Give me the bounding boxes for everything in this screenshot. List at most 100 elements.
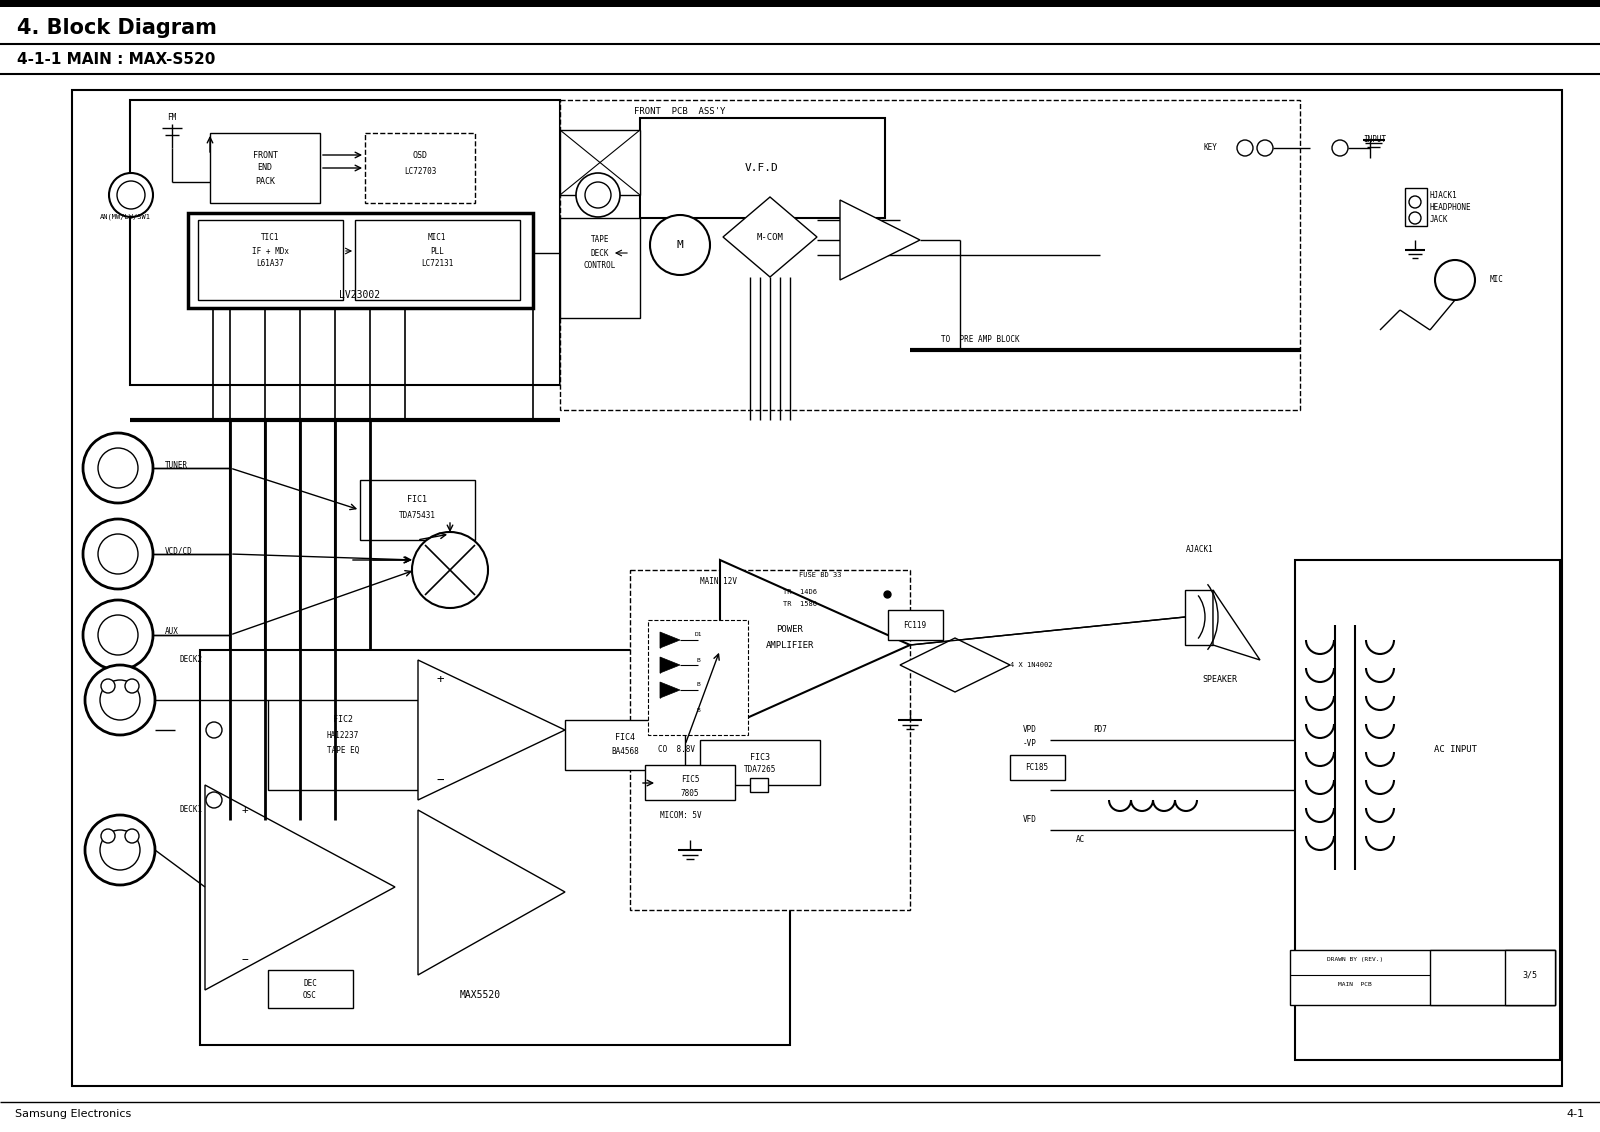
Text: DECK: DECK <box>590 249 610 257</box>
Circle shape <box>1410 212 1421 224</box>
Text: TAPE: TAPE <box>590 235 610 245</box>
Bar <box>269 700 418 790</box>
Text: END: END <box>258 163 272 172</box>
Text: MAIN 12V: MAIN 12V <box>701 577 738 586</box>
Bar <box>210 132 320 203</box>
Circle shape <box>576 173 621 217</box>
Bar <box>645 765 734 800</box>
Circle shape <box>117 181 146 209</box>
Polygon shape <box>840 200 920 280</box>
Text: AUX: AUX <box>165 627 179 636</box>
Circle shape <box>83 518 154 589</box>
Text: BA4568: BA4568 <box>611 747 638 756</box>
Text: MAX5520: MAX5520 <box>459 990 501 1000</box>
Bar <box>560 100 1299 410</box>
Text: AN(MW/LW/SW1: AN(MW/LW/SW1 <box>99 214 150 221</box>
Bar <box>365 132 475 203</box>
Text: FUSE BD 33: FUSE BD 33 <box>798 572 842 578</box>
Circle shape <box>125 679 139 693</box>
Bar <box>1506 950 1555 1005</box>
Bar <box>560 218 640 318</box>
Text: 4. Block Diagram: 4. Block Diagram <box>18 18 218 38</box>
Text: OSD: OSD <box>413 151 427 160</box>
Text: Samsung Electronics: Samsung Electronics <box>14 1109 131 1120</box>
Circle shape <box>125 829 139 843</box>
Text: -VP: -VP <box>1022 738 1037 747</box>
Text: TUNER: TUNER <box>165 461 189 470</box>
Text: IF + MDx: IF + MDx <box>251 247 288 256</box>
Bar <box>1405 188 1427 226</box>
Bar <box>630 571 910 910</box>
Polygon shape <box>1213 590 1261 660</box>
Text: MICOM: 5V: MICOM: 5V <box>661 811 702 820</box>
Text: 3/5: 3/5 <box>1523 970 1538 979</box>
Circle shape <box>99 680 141 720</box>
Text: 4-1-1 MAIN : MAX-S520: 4-1-1 MAIN : MAX-S520 <box>18 52 216 68</box>
Text: B: B <box>696 708 699 712</box>
Text: AC: AC <box>1075 835 1085 844</box>
Text: CO  8.8V: CO 8.8V <box>658 746 694 755</box>
Text: FRONT  PCB  ASS'Y: FRONT PCB ASS'Y <box>634 108 726 117</box>
Text: DECK1: DECK1 <box>179 806 203 815</box>
Text: FM: FM <box>168 113 176 122</box>
Text: MAIN  PCB: MAIN PCB <box>1338 983 1371 987</box>
Text: FRONT: FRONT <box>253 151 277 160</box>
Circle shape <box>85 664 155 735</box>
Text: 7805: 7805 <box>680 789 699 798</box>
Text: PACK: PACK <box>254 177 275 186</box>
Text: V.F.D: V.F.D <box>746 163 779 173</box>
Text: DECK2: DECK2 <box>179 655 203 664</box>
Polygon shape <box>661 657 680 674</box>
Text: HA12237: HA12237 <box>326 730 358 739</box>
Circle shape <box>101 829 115 843</box>
Polygon shape <box>723 197 818 277</box>
Text: −: − <box>437 773 443 787</box>
Bar <box>560 130 640 195</box>
Text: HJACK1: HJACK1 <box>1430 190 1458 199</box>
Bar <box>72 91 1562 1086</box>
Bar <box>130 100 560 385</box>
Circle shape <box>109 173 154 217</box>
Bar <box>640 118 885 218</box>
Text: 4 X 1N4002: 4 X 1N4002 <box>1010 662 1053 668</box>
Text: TR  1586: TR 1586 <box>782 601 818 607</box>
Text: INPUT: INPUT <box>1363 136 1387 145</box>
Polygon shape <box>418 811 565 975</box>
Circle shape <box>1410 196 1421 208</box>
Polygon shape <box>899 638 1010 692</box>
Polygon shape <box>661 681 680 698</box>
Bar <box>269 970 354 1007</box>
Circle shape <box>83 434 154 503</box>
Text: TO  PRE AMP BLOCK: TO PRE AMP BLOCK <box>941 335 1019 344</box>
Text: SPEAKER: SPEAKER <box>1203 676 1237 685</box>
Bar <box>1010 755 1066 780</box>
Text: VPD: VPD <box>1022 726 1037 735</box>
Polygon shape <box>418 660 565 800</box>
Bar <box>198 220 342 300</box>
Bar <box>648 620 749 735</box>
Text: LV23002: LV23002 <box>339 290 381 300</box>
Text: VCD/CD: VCD/CD <box>165 547 192 556</box>
Text: +: + <box>242 805 248 815</box>
Circle shape <box>98 615 138 655</box>
Text: OSC: OSC <box>302 992 317 1001</box>
Text: −: − <box>242 955 248 964</box>
Text: +: + <box>437 674 443 686</box>
Text: D1: D1 <box>694 633 702 637</box>
Text: TDA7265: TDA7265 <box>744 765 776 774</box>
Text: FIC2: FIC2 <box>333 715 354 724</box>
Text: AJACK1: AJACK1 <box>1186 546 1214 555</box>
Circle shape <box>206 722 222 738</box>
Circle shape <box>1435 260 1475 300</box>
Text: DEC: DEC <box>302 978 317 987</box>
Bar <box>701 740 819 784</box>
Text: MIC: MIC <box>1490 275 1504 284</box>
Text: FIC4: FIC4 <box>614 734 635 743</box>
Text: L61A37: L61A37 <box>256 259 283 268</box>
Text: DRAWN BY (REV.): DRAWN BY (REV.) <box>1326 958 1382 962</box>
Text: MIC1: MIC1 <box>427 233 446 242</box>
Bar <box>189 213 533 308</box>
Bar <box>750 778 768 792</box>
Text: TDA75431: TDA75431 <box>398 511 435 520</box>
Text: FIC3: FIC3 <box>750 753 770 762</box>
